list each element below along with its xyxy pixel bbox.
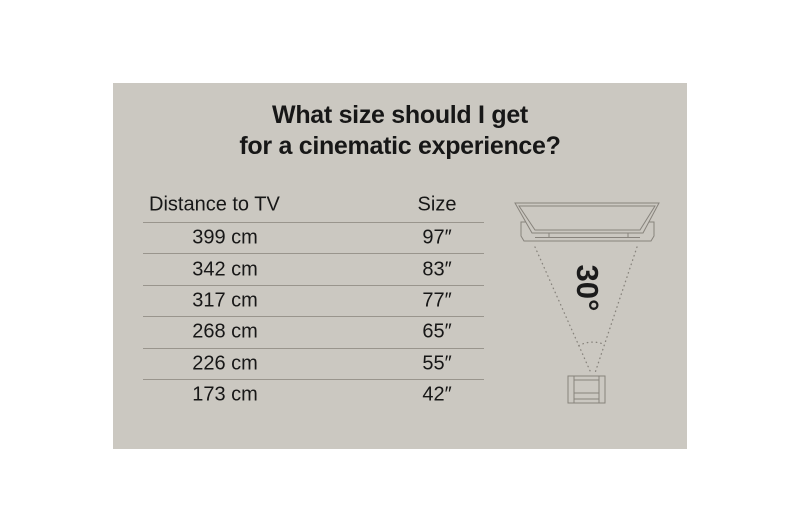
size-value: 97″ <box>422 226 452 249</box>
distance-value: 342 cm <box>192 258 258 281</box>
page-title-line2: for a cinematic experience? <box>239 132 561 160</box>
armchair-top-view-icon <box>567 375 606 404</box>
table-row: 226 cm 55″ <box>143 347 484 379</box>
page-title-line1: What size should I get <box>272 101 528 129</box>
table-row: 268 cm 65″ <box>143 316 484 347</box>
page-title: What size should I get for a cinematic e… <box>113 100 687 162</box>
table-row: 317 cm 77″ <box>143 284 484 316</box>
column-header-size: Size <box>417 193 457 216</box>
size-value: 42″ <box>422 383 452 406</box>
size-value: 55″ <box>422 352 452 375</box>
size-value: 77″ <box>422 289 452 312</box>
column-header-distance: Distance to TV <box>149 193 280 216</box>
table-row: 173 cm 42″ <box>143 378 484 410</box>
distance-value: 226 cm <box>192 352 258 375</box>
viewing-angle-dotted-cone <box>534 246 638 374</box>
table-row: 399 cm 97″ <box>143 222 484 253</box>
distance-value: 317 cm <box>192 289 258 312</box>
distance-value: 173 cm <box>192 383 258 406</box>
table-row: 342 cm 83″ <box>143 253 484 284</box>
tv-front-perspective-icon <box>514 202 660 242</box>
viewing-angle-label: 30° <box>570 264 605 312</box>
viewing-distance-diagram <box>514 202 660 404</box>
size-table: Distance to TV Size 399 cm 97″ 342 cm 83… <box>143 188 484 410</box>
size-value: 65″ <box>422 320 452 343</box>
size-value: 83″ <box>422 258 452 281</box>
distance-value: 268 cm <box>192 320 258 343</box>
distance-value: 399 cm <box>192 226 258 249</box>
table-header-row: Distance to TV Size <box>143 188 484 222</box>
